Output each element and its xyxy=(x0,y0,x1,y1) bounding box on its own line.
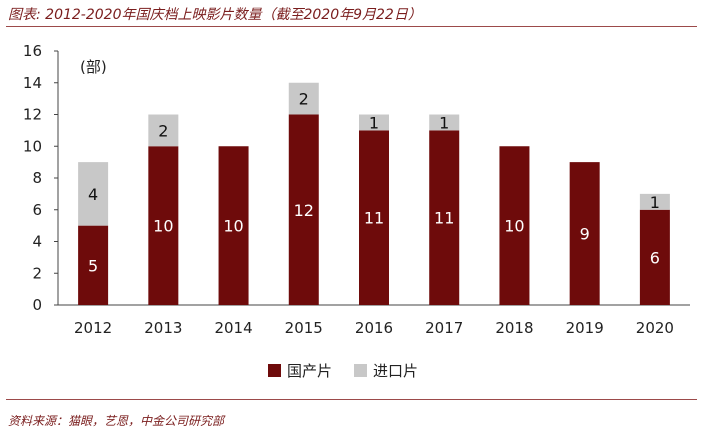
title-divider xyxy=(6,26,697,27)
data-label: 9 xyxy=(580,225,590,244)
bar-imported xyxy=(359,114,389,131)
legend-item-imported: 进口片 xyxy=(354,360,418,381)
legend-swatch-imported xyxy=(354,364,368,377)
bar-imported xyxy=(78,162,109,226)
data-label: 10 xyxy=(153,217,173,236)
y-tick-label: 16 xyxy=(23,42,42,60)
x-tick-label: 2017 xyxy=(425,319,463,337)
bar-chart: 0246810121416(部)542012102201310201412220… xyxy=(23,42,690,337)
y-tick-label: 4 xyxy=(32,233,42,251)
bar-domestic xyxy=(148,146,179,305)
bar-imported xyxy=(639,193,670,210)
x-tick-label: 2015 xyxy=(285,319,323,337)
data-label: 1 xyxy=(650,193,660,212)
legend-label-imported: 进口片 xyxy=(373,362,419,380)
bar-domestic xyxy=(359,130,389,305)
bar-imported xyxy=(148,114,179,147)
x-tick-label: 2016 xyxy=(355,319,393,337)
x-tick-label: 2018 xyxy=(495,319,533,337)
legend-label-domestic: 国产片 xyxy=(287,362,333,380)
x-tick-label: 2019 xyxy=(566,319,604,337)
y-tick-label: 0 xyxy=(32,296,42,314)
data-label: 2 xyxy=(299,90,309,109)
bar-domestic xyxy=(429,130,460,305)
source-divider xyxy=(6,399,697,400)
legend: 国产片 进口片 xyxy=(268,360,440,381)
y-tick-label: 10 xyxy=(23,137,42,155)
data-label: 10 xyxy=(504,217,524,236)
bar-domestic xyxy=(569,162,600,305)
bar-domestic xyxy=(78,225,109,305)
legend-item-domestic: 国产片 xyxy=(268,360,332,381)
x-tick-label: 2014 xyxy=(214,319,252,337)
y-tick-label: 12 xyxy=(23,106,42,124)
x-tick-label: 2012 xyxy=(74,319,112,337)
data-label: 5 xyxy=(88,256,98,275)
bar-domestic xyxy=(288,114,319,305)
x-tick-label: 2013 xyxy=(144,319,182,337)
bar-domestic xyxy=(639,209,670,305)
bar-imported xyxy=(288,82,319,115)
x-tick-label: 2020 xyxy=(636,319,674,337)
data-label: 10 xyxy=(223,217,243,236)
data-label: 11 xyxy=(434,209,454,228)
data-label: 1 xyxy=(369,113,379,132)
data-label: 12 xyxy=(294,201,314,220)
legend-swatch-domestic xyxy=(268,364,281,377)
y-unit-label: (部) xyxy=(80,58,107,76)
y-tick-label: 14 xyxy=(23,74,42,92)
bar-domestic xyxy=(218,146,249,305)
data-label: 6 xyxy=(650,248,660,267)
bar-imported xyxy=(429,114,460,131)
source-note: 资料来源：猫眼，艺恩，中金公司研究部 xyxy=(8,414,225,428)
y-tick-label: 2 xyxy=(32,264,42,282)
y-tick-label: 8 xyxy=(32,169,42,187)
data-label: 1 xyxy=(439,113,449,132)
data-label: 2 xyxy=(158,121,168,140)
data-label: 4 xyxy=(88,185,98,204)
data-label: 11 xyxy=(364,209,384,228)
bar-domestic xyxy=(499,146,530,305)
y-tick-label: 6 xyxy=(32,201,42,219)
chart-title: 图表: 2012-2020年国庆档上映影片数量（截至2020年9月22日） xyxy=(8,7,422,23)
